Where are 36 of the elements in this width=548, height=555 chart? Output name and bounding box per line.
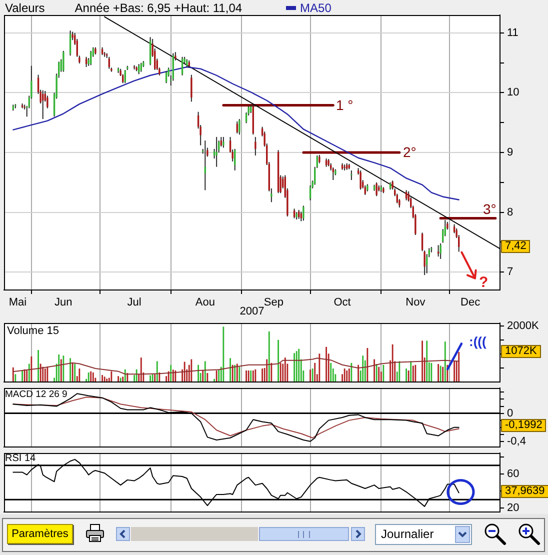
x-tick-label: Jul — [127, 296, 142, 309]
text: 1072K — [501, 345, 541, 358]
annotation: 1 ° — [336, 97, 354, 113]
legend-label: MA50 — [300, 0, 332, 14]
y-tick-label: 60 — [507, 468, 520, 480]
chart-title: MACD 12 26 9 — [5, 389, 68, 400]
x-tick-label: Dec — [460, 296, 481, 309]
chart-title: Valeurs — [5, 0, 45, 14]
x-axis-title: 2007 — [240, 305, 264, 318]
chart-title: Volume 15 — [7, 325, 59, 337]
x-tick-label: Sep — [264, 296, 284, 309]
annotation: ? — [479, 274, 488, 291]
text: -0,1992 — [501, 419, 546, 432]
text: 37,9639 — [501, 485, 548, 498]
x-tick-label: Mai — [8, 296, 27, 309]
x-tick-label: Jun — [54, 296, 72, 309]
x-tick-label: Nov — [406, 296, 426, 309]
x-tick-label: Aou — [195, 296, 215, 309]
y-tick-label: 11 — [507, 26, 518, 39]
y-tick-label: 10 — [507, 86, 520, 99]
x-tick-label: Oct — [334, 296, 351, 309]
text: Journalier — [381, 527, 434, 541]
y-tick-label: 7 — [507, 266, 514, 278]
y-tick-label: 9 — [507, 146, 514, 159]
text: Paramètres — [12, 528, 68, 540]
chart-subtitle: Année +Bas: 6,95 +Haut: 11,04 — [74, 0, 242, 14]
annotation: :((( — [469, 334, 486, 349]
y-tick-label: 20 — [507, 502, 520, 514]
text: 7,42 — [501, 240, 530, 253]
y-tick-label: -0,4 — [507, 435, 526, 448]
annotation: 3° — [483, 201, 496, 217]
annotation: 2° — [403, 144, 416, 160]
y-tick-label: 8 — [507, 206, 514, 218]
y-tick-label: 2000K — [507, 320, 540, 332]
chart-title: RSI 14 — [5, 453, 36, 464]
y-tick-label: 0 — [507, 407, 514, 420]
